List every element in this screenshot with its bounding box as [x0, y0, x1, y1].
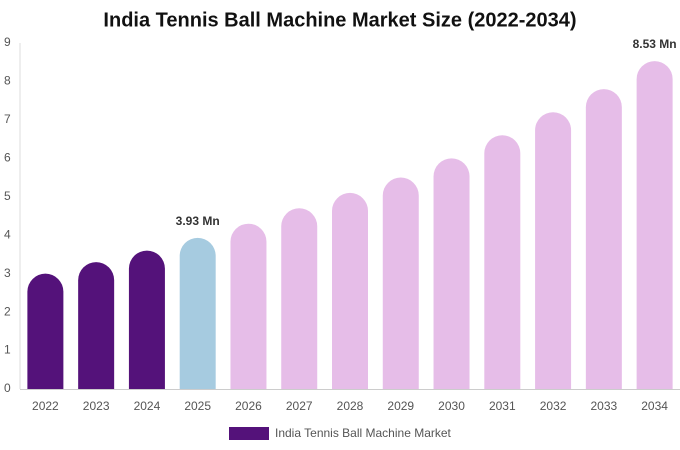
bar — [636, 61, 673, 390]
y-tick-label: 8 — [4, 74, 11, 88]
x-tick-label: 2025 — [184, 399, 211, 413]
y-tick-label: 6 — [4, 151, 11, 165]
x-tick-label: 2030 — [438, 399, 465, 413]
x-tick-label: 2027 — [286, 399, 313, 413]
y-tick-label: 9 — [4, 35, 11, 49]
y-tick-label: 7 — [4, 112, 11, 126]
legend-swatch — [229, 427, 269, 440]
bar — [535, 112, 572, 389]
x-tick-label: 2028 — [337, 399, 364, 413]
x-tick-label: 2034 — [641, 399, 668, 413]
bar — [382, 177, 419, 389]
x-tick-label: 2026 — [235, 399, 262, 413]
bar — [433, 158, 470, 389]
x-tick-label: 2023 — [83, 399, 110, 413]
data-label: 8.53 Mn — [633, 37, 677, 51]
bar — [179, 237, 216, 389]
y-tick-label: 0 — [4, 381, 11, 395]
chart-title: India Tennis Ball Machine Market Size (2… — [103, 9, 576, 31]
bar — [281, 208, 318, 389]
y-tick-label: 5 — [4, 189, 11, 203]
bar — [128, 250, 165, 389]
bar — [27, 273, 64, 389]
bar — [484, 135, 521, 389]
x-tick-label: 2032 — [540, 399, 567, 413]
data-label: 3.93 Mn — [176, 214, 220, 228]
x-tick-label: 2031 — [489, 399, 516, 413]
y-tick-label: 3 — [4, 266, 11, 280]
y-tick-label: 1 — [4, 343, 11, 357]
y-tick-label: 2 — [4, 304, 11, 318]
bar — [585, 89, 622, 389]
legend-label: India Tennis Ball Machine Market — [275, 426, 452, 440]
x-tick-label: 2033 — [590, 399, 617, 413]
y-tick-label: 4 — [4, 227, 11, 241]
bar — [78, 262, 115, 389]
x-tick-label: 2022 — [32, 399, 59, 413]
x-tick-label: 2029 — [387, 399, 414, 413]
x-tick-label: 2024 — [134, 399, 161, 413]
bar — [332, 192, 368, 389]
bar — [230, 223, 267, 389]
